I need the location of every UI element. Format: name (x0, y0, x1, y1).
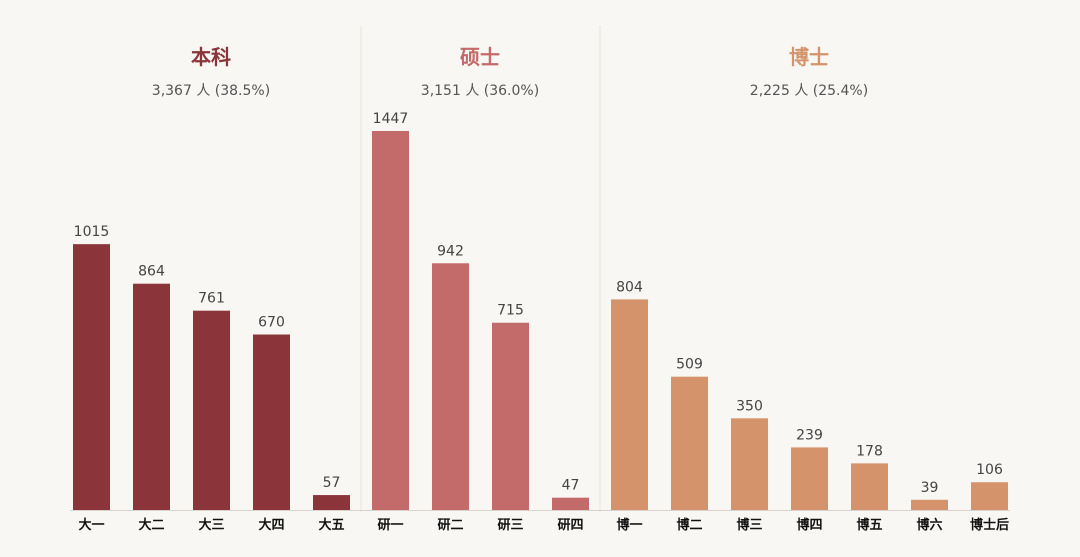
category-label: 研二 (437, 518, 463, 533)
bar-博六 (911, 499, 948, 510)
bar-研四 (552, 497, 589, 510)
category-label: 博五 (856, 517, 882, 533)
value-label: 804 (616, 279, 643, 295)
group-subtitle: 3,151 人 (36.0%) (421, 83, 539, 99)
group-doctoral: 博士 2,225 人 (25.4%) 804 博一 509 博二 350 博三 239 博四 1… (611, 45, 1009, 533)
value-label: 761 (198, 291, 225, 307)
bar-大一 (73, 244, 110, 510)
category-label: 博一 (616, 517, 642, 533)
bar-大四 (253, 334, 290, 510)
category-label: 大一 (78, 517, 104, 533)
bar-博三 (731, 418, 768, 510)
bar-博士后 (971, 482, 1008, 510)
bar-大二 (133, 283, 170, 510)
group-undergraduate: 本科 3,367 人 (38.5%) 1015 大一 864 大二 761 大三 670 大四… (73, 45, 350, 533)
group-master: 硕士 3,151 人 (36.0%) 1447 研一 942 研二 715 研三 47 研四 (372, 45, 589, 533)
category-label: 研一 (377, 518, 403, 533)
category-label: 研四 (557, 518, 583, 533)
category-label: 大三 (198, 517, 224, 533)
value-label: 57 (323, 475, 341, 491)
bar-研二 (432, 263, 469, 510)
category-label: 大二 (138, 517, 164, 533)
group-subtitle: 3,367 人 (38.5%) (152, 83, 270, 99)
category-label: 博二 (676, 517, 702, 533)
bar-大三 (193, 310, 230, 510)
category-label: 研三 (497, 518, 523, 533)
group-title: 本科 (191, 45, 231, 69)
value-label: 350 (736, 398, 763, 414)
category-label: 大四 (258, 517, 284, 533)
value-label: 1447 (373, 111, 409, 127)
group-subtitle: 2,225 人 (25.4%) (750, 83, 868, 99)
category-label: 博六 (916, 517, 942, 533)
value-label: 178 (856, 443, 883, 459)
bar-博二 (671, 376, 708, 510)
value-label: 39 (921, 480, 939, 496)
value-label: 1015 (74, 224, 110, 240)
bar-博五 (851, 463, 888, 510)
value-label: 670 (258, 315, 285, 331)
bar-博四 (791, 447, 828, 510)
group-title: 博士 (789, 45, 829, 69)
category-label: 博四 (796, 517, 822, 533)
value-label: 509 (676, 357, 703, 373)
bar-大五 (313, 495, 350, 510)
category-label: 大五 (318, 517, 344, 533)
value-label: 864 (138, 264, 165, 280)
bar-研三 (492, 322, 529, 510)
value-label: 715 (497, 303, 524, 319)
category-label: 博士后 (970, 517, 1009, 533)
bar-博一 (611, 299, 648, 510)
value-label: 106 (976, 462, 1003, 478)
value-label: 47 (562, 478, 580, 494)
value-label: 942 (437, 243, 464, 259)
group-title: 硕士 (460, 45, 500, 69)
bar-研一 (372, 131, 409, 510)
value-label: 239 (796, 427, 823, 443)
category-label: 博三 (736, 517, 762, 533)
